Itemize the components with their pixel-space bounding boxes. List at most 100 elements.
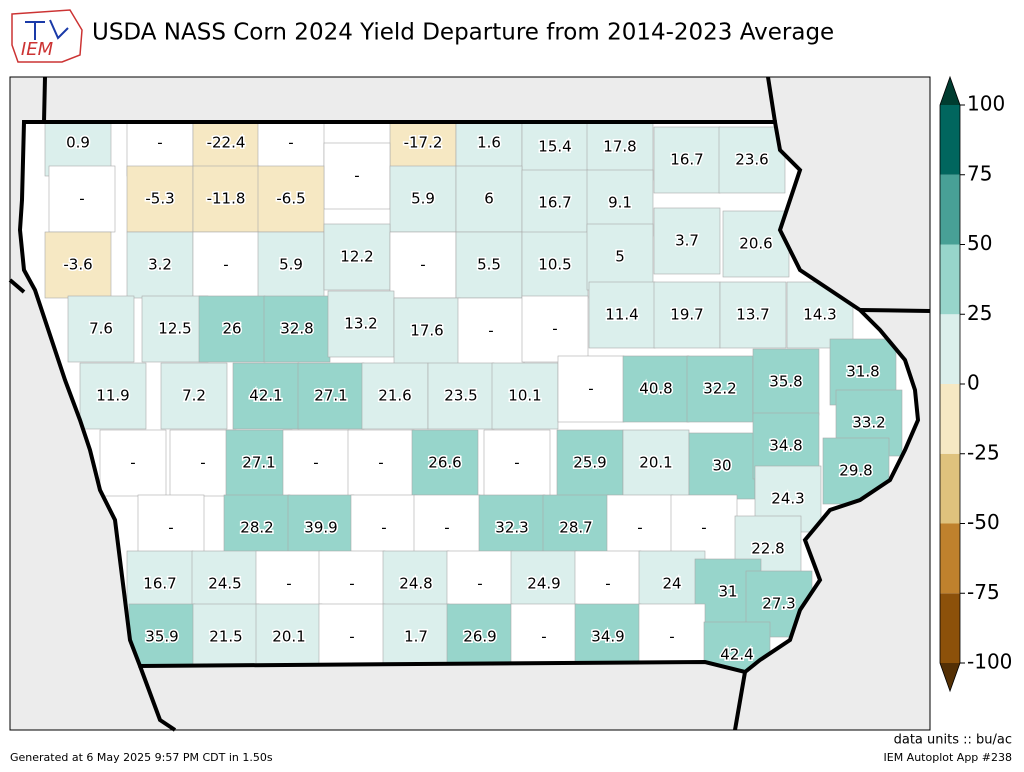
county-label: 1.6 bbox=[477, 134, 501, 152]
county-label: 10.1 bbox=[508, 387, 541, 405]
county-label: - bbox=[354, 167, 359, 185]
colorbar-extension-top bbox=[940, 77, 960, 105]
county bbox=[752, 348, 820, 416]
title: USDA NASS Corn 2024 Yield Departure from… bbox=[92, 20, 834, 46]
county bbox=[361, 362, 429, 430]
county-label: 23.5 bbox=[444, 387, 477, 405]
county-label: -5.3 bbox=[145, 190, 174, 208]
county-label: 11.9 bbox=[96, 387, 129, 405]
colorbar-tick-label: 75 bbox=[967, 161, 992, 185]
county-label: 12.2 bbox=[340, 248, 373, 266]
colorbar-tick-label: -100 bbox=[967, 650, 1012, 674]
county bbox=[257, 165, 325, 233]
county-label: 25.9 bbox=[573, 454, 606, 472]
county-label: 7.2 bbox=[182, 387, 206, 405]
county bbox=[389, 231, 457, 299]
county bbox=[347, 429, 415, 497]
colorbar-segment bbox=[940, 105, 960, 175]
county-label: - bbox=[130, 454, 135, 472]
county-label: -17.2 bbox=[404, 134, 443, 152]
county bbox=[638, 603, 706, 671]
county-label: 28.2 bbox=[240, 519, 273, 537]
colorbar-tick-label: 25 bbox=[967, 301, 992, 325]
county-label: 35.9 bbox=[145, 628, 178, 646]
county bbox=[192, 231, 260, 299]
county bbox=[282, 429, 350, 497]
county bbox=[126, 231, 194, 299]
county-label: 21.6 bbox=[378, 387, 411, 405]
county-label: - bbox=[514, 454, 519, 472]
county-label: 35.8 bbox=[769, 373, 802, 391]
county-label: - bbox=[168, 519, 173, 537]
county bbox=[586, 223, 654, 291]
county bbox=[521, 169, 589, 237]
county-label: 24.3 bbox=[771, 490, 804, 508]
county-label: - bbox=[420, 256, 425, 274]
county-label: 31.8 bbox=[846, 363, 879, 381]
county-label: 16.7 bbox=[670, 151, 703, 169]
county bbox=[588, 281, 656, 349]
county-label: 5 bbox=[615, 248, 625, 266]
county-label: 10.5 bbox=[538, 256, 571, 274]
county-label: 26.6 bbox=[428, 454, 461, 472]
county bbox=[413, 494, 481, 562]
county-label: - bbox=[637, 519, 642, 537]
county-label: 34.9 bbox=[591, 628, 624, 646]
colorbar-segment bbox=[940, 174, 960, 245]
county-label: 34.8 bbox=[769, 437, 802, 455]
colorbar-extension-bottom bbox=[940, 663, 960, 691]
county bbox=[653, 126, 721, 194]
county-label: 33.2 bbox=[852, 414, 885, 432]
county bbox=[160, 362, 228, 430]
county bbox=[411, 429, 479, 497]
county-label: 12.5 bbox=[158, 320, 191, 338]
county-label: 42.1 bbox=[249, 387, 282, 405]
county-label: 28.7 bbox=[559, 519, 592, 537]
colorbar-segment bbox=[940, 593, 960, 663]
county bbox=[198, 295, 266, 363]
county-label: 19.7 bbox=[670, 306, 703, 324]
county-label: 1.7 bbox=[404, 628, 428, 646]
colorbar-tick-label: -25 bbox=[967, 440, 1000, 464]
county bbox=[688, 432, 756, 500]
county bbox=[718, 126, 786, 194]
county-label: - bbox=[605, 575, 610, 593]
county-label: 3.2 bbox=[148, 256, 172, 274]
county bbox=[455, 231, 523, 299]
county bbox=[574, 603, 642, 671]
county bbox=[192, 165, 260, 233]
county-label: 22.8 bbox=[751, 540, 784, 558]
county bbox=[44, 231, 112, 299]
county-label: 6 bbox=[484, 190, 494, 208]
county bbox=[556, 429, 624, 497]
county-label: -22.4 bbox=[207, 134, 246, 152]
county-label: 16.7 bbox=[538, 194, 571, 212]
units-note: data units :: bu/ac bbox=[894, 733, 1012, 748]
colorbar-segment bbox=[940, 453, 960, 524]
county bbox=[323, 223, 391, 291]
county-label: - bbox=[541, 628, 546, 646]
county-label: 24.9 bbox=[527, 575, 560, 593]
county-label: 17.6 bbox=[410, 322, 443, 340]
county-label: 7.6 bbox=[89, 320, 113, 338]
county-label: 21.5 bbox=[209, 628, 242, 646]
county-label: 17.8 bbox=[603, 138, 636, 156]
county-label: 5.9 bbox=[411, 190, 435, 208]
county bbox=[393, 297, 461, 365]
county bbox=[79, 362, 147, 430]
county-label: 23.6 bbox=[735, 151, 768, 169]
county-label: -11.8 bbox=[207, 190, 246, 208]
county bbox=[287, 494, 355, 562]
county bbox=[126, 165, 194, 233]
county bbox=[427, 362, 495, 430]
county-label: 9.1 bbox=[608, 194, 632, 212]
colorbar-segment bbox=[940, 244, 960, 315]
county-label: - bbox=[286, 575, 291, 593]
county bbox=[327, 290, 395, 358]
county-label: - bbox=[588, 380, 593, 398]
county-label: - bbox=[223, 256, 228, 274]
app-note: IEM Autoplot App #238 bbox=[884, 751, 1013, 764]
county-label: 5.9 bbox=[279, 256, 303, 274]
colorbar-tick-label: -75 bbox=[967, 580, 1000, 604]
